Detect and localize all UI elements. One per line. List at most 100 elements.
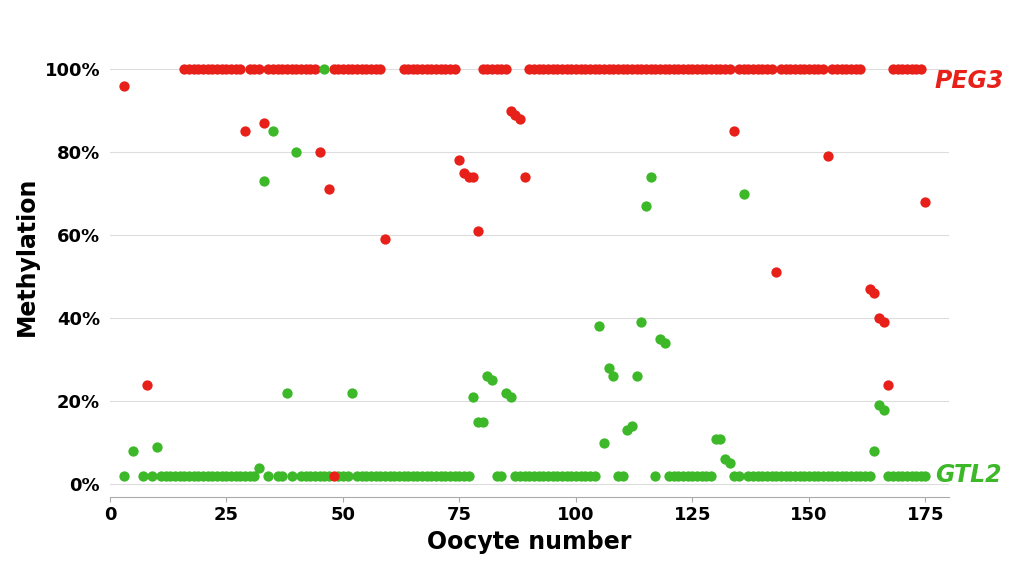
Point — [307, 64, 323, 73]
Point — [870, 314, 887, 323]
Point — [669, 64, 686, 73]
Point — [330, 471, 346, 480]
Point — [791, 471, 807, 480]
Point — [358, 471, 374, 480]
Point — [823, 471, 840, 480]
Point — [334, 64, 351, 73]
Point — [283, 471, 300, 480]
Point — [572, 471, 588, 480]
Point — [135, 471, 151, 480]
Point — [265, 64, 281, 73]
Point — [521, 471, 537, 480]
Point — [763, 64, 780, 73]
Point — [847, 471, 863, 480]
Point — [568, 471, 584, 480]
Point — [763, 471, 780, 480]
Point — [749, 471, 765, 480]
Point — [665, 64, 682, 73]
Point — [782, 471, 798, 480]
Point — [772, 64, 789, 73]
Point — [786, 471, 802, 480]
Point — [461, 172, 477, 182]
Point — [176, 64, 193, 73]
Point — [809, 471, 825, 480]
Point — [320, 185, 336, 194]
Point — [450, 156, 467, 165]
Point — [455, 168, 472, 178]
Point — [609, 64, 626, 73]
Point — [223, 64, 239, 73]
Point — [483, 64, 499, 73]
Point — [311, 147, 327, 156]
Point — [162, 471, 178, 480]
Point — [516, 172, 532, 182]
Point — [437, 64, 453, 73]
Point — [796, 64, 812, 73]
Point — [716, 455, 733, 464]
Point — [283, 64, 300, 73]
Point — [646, 64, 662, 73]
Point — [530, 471, 546, 480]
Point — [916, 197, 932, 207]
Point — [316, 471, 332, 480]
Point — [148, 442, 164, 451]
Point — [851, 471, 867, 480]
Point — [535, 471, 551, 480]
Point — [209, 64, 225, 73]
Point — [414, 471, 430, 480]
Point — [870, 401, 887, 410]
Point — [912, 471, 928, 480]
Point — [711, 434, 728, 443]
Point — [707, 64, 723, 73]
Point — [805, 471, 821, 480]
Point — [423, 471, 439, 480]
Point — [818, 471, 835, 480]
Point — [861, 284, 877, 294]
Point — [376, 471, 392, 480]
Point — [651, 64, 667, 73]
Point — [823, 64, 840, 73]
Point — [218, 471, 234, 480]
Point — [474, 64, 490, 73]
Point — [269, 64, 285, 73]
Point — [418, 64, 434, 73]
Point — [302, 471, 318, 480]
Point — [395, 64, 412, 73]
Point — [213, 64, 229, 73]
Point — [753, 64, 769, 73]
Point — [367, 471, 383, 480]
Point — [339, 64, 356, 73]
Point — [833, 64, 849, 73]
Point — [325, 471, 341, 480]
Point — [898, 471, 914, 480]
Point — [223, 471, 239, 480]
Point — [693, 64, 709, 73]
Point — [874, 405, 891, 414]
Point — [731, 64, 747, 73]
Point — [432, 64, 448, 73]
Point — [256, 118, 272, 127]
Point — [298, 64, 314, 73]
Point — [479, 372, 495, 381]
Point — [278, 64, 294, 73]
Point — [767, 471, 784, 480]
Point — [577, 64, 593, 73]
Point — [796, 471, 812, 480]
Point — [497, 389, 514, 398]
Point — [195, 471, 211, 480]
Point — [865, 288, 881, 298]
Point — [637, 201, 653, 211]
Point — [562, 64, 579, 73]
Point — [782, 64, 798, 73]
Point — [414, 64, 430, 73]
Point — [879, 471, 896, 480]
Point — [428, 471, 444, 480]
Point — [115, 81, 131, 90]
Point — [405, 64, 421, 73]
Point — [232, 64, 249, 73]
Point — [446, 64, 463, 73]
Point — [461, 471, 477, 480]
Point — [343, 389, 360, 398]
Point — [446, 471, 463, 480]
Point — [655, 64, 672, 73]
